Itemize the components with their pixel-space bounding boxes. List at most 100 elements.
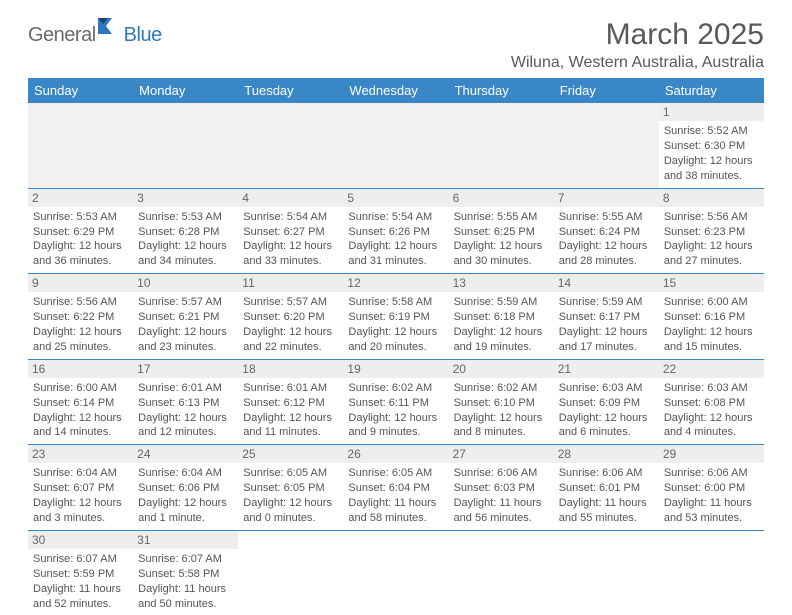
daylight-text: Daylight: 11 hours — [454, 496, 549, 511]
day-details: Sunrise: 6:03 AMSunset: 6:08 PMDaylight:… — [664, 381, 759, 440]
day-number: 25 — [238, 445, 343, 463]
header: General Blue March 2025 Wiluna, Western … — [28, 18, 764, 72]
sunrise-text: Sunrise: 5:52 AM — [664, 124, 759, 139]
sunrise-text: Sunrise: 5:58 AM — [348, 295, 443, 310]
day-details: Sunrise: 6:02 AMSunset: 6:11 PMDaylight:… — [348, 381, 443, 440]
sunrise-text: Sunrise: 6:03 AM — [559, 381, 654, 396]
sunset-text: Sunset: 6:17 PM — [559, 310, 654, 325]
week-row: 1Sunrise: 5:52 AMSunset: 6:30 PMDaylight… — [28, 103, 764, 189]
day-details: Sunrise: 6:06 AMSunset: 6:00 PMDaylight:… — [664, 466, 759, 525]
daylight-text: and 17 minutes. — [559, 340, 654, 355]
day-details: Sunrise: 5:59 AMSunset: 6:18 PMDaylight:… — [454, 295, 549, 354]
sunrise-text: Sunrise: 6:03 AM — [664, 381, 759, 396]
empty-cell — [449, 531, 554, 615]
sunrise-text: Sunrise: 5:59 AM — [559, 295, 654, 310]
daylight-text: Daylight: 11 hours — [33, 582, 128, 597]
dow-sunday: Sunday — [28, 78, 133, 103]
day-cell: 7Sunrise: 5:55 AMSunset: 6:24 PMDaylight… — [554, 189, 659, 274]
sunset-text: Sunset: 6:18 PM — [454, 310, 549, 325]
dow-thursday: Thursday — [449, 78, 554, 103]
daylight-text: Daylight: 12 hours — [664, 239, 759, 254]
calendar-grid: Sunday Monday Tuesday Wednesday Thursday… — [28, 78, 764, 615]
day-cell: 29Sunrise: 6:06 AMSunset: 6:00 PMDayligh… — [659, 445, 764, 530]
sunrise-text: Sunrise: 6:04 AM — [138, 466, 233, 481]
sunrise-text: Sunrise: 6:00 AM — [664, 295, 759, 310]
day-cell: 16Sunrise: 6:00 AMSunset: 6:14 PMDayligh… — [28, 360, 133, 445]
empty-cell — [238, 103, 343, 188]
sunset-text: Sunset: 6:19 PM — [348, 310, 443, 325]
sunrise-text: Sunrise: 5:57 AM — [243, 295, 338, 310]
daylight-text: and 34 minutes. — [138, 254, 233, 269]
day-details: Sunrise: 6:07 AMSunset: 5:58 PMDaylight:… — [138, 552, 233, 611]
sunrise-text: Sunrise: 6:05 AM — [243, 466, 338, 481]
daylight-text: Daylight: 12 hours — [243, 411, 338, 426]
day-details: Sunrise: 5:58 AMSunset: 6:19 PMDaylight:… — [348, 295, 443, 354]
day-cell: 25 Sunrise: 6:05 AMSunset: 6:05 PMDayligh… — [238, 445, 343, 530]
daylight-text: and 53 minutes. — [664, 511, 759, 526]
daylight-text: Daylight: 12 hours — [138, 496, 233, 511]
day-cell: 31Sunrise: 6:07 AMSunset: 5:58 PMDayligh… — [133, 531, 238, 615]
dow-tuesday: Tuesday — [238, 78, 343, 103]
daylight-text: and 6 minutes. — [559, 425, 654, 440]
daylight-text: and 1 minute. — [138, 511, 233, 526]
day-number: 4 — [238, 189, 343, 207]
month-title: March 2025 — [511, 18, 764, 52]
empty-cell — [343, 531, 448, 615]
sunrise-text: Sunrise: 6:01 AM — [138, 381, 233, 396]
sunset-text: Sunset: 6:08 PM — [664, 396, 759, 411]
daylight-text: Daylight: 12 hours — [559, 325, 654, 340]
daylight-text: Daylight: 12 hours — [33, 496, 128, 511]
day-cell: 28Sunrise: 6:06 AMSunset: 6:01 PMDayligh… — [554, 445, 659, 530]
week-row: 16Sunrise: 6:00 AMSunset: 6:14 PMDayligh… — [28, 360, 764, 446]
day-details: Sunrise: 6:00 AMSunset: 6:16 PMDaylight:… — [664, 295, 759, 354]
day-details: Sunrise: 6:04 AMSunset: 6:07 PMDaylight:… — [33, 466, 128, 525]
day-number: 17 — [133, 360, 238, 378]
day-number: 12 — [343, 274, 448, 292]
daylight-text: and 14 minutes. — [33, 425, 128, 440]
location-subtitle: Wiluna, Western Australia, Australia — [511, 54, 764, 72]
daylight-text: and 52 minutes. — [33, 597, 128, 612]
day-details: Sunrise: 6:05 AMSunset: 6:05 PMDaylight:… — [243, 466, 338, 525]
logo: General Blue — [28, 18, 162, 47]
day-details: Sunrise: 5:54 AMSunset: 6:27 PMDaylight:… — [243, 210, 338, 269]
daylight-text: and 25 minutes. — [33, 340, 128, 355]
daylight-text: and 9 minutes. — [348, 425, 443, 440]
sunset-text: Sunset: 6:30 PM — [664, 139, 759, 154]
daylight-text: Daylight: 12 hours — [138, 325, 233, 340]
day-cell: 21Sunrise: 6:03 AMSunset: 6:09 PMDayligh… — [554, 360, 659, 445]
day-number: 23 — [28, 445, 133, 463]
day-details: Sunrise: 6:03 AMSunset: 6:09 PMDaylight:… — [559, 381, 654, 440]
day-details: Sunrise: 6:05 AMSunset: 6:04 PMDaylight:… — [348, 466, 443, 525]
day-number: 13 — [449, 274, 554, 292]
sunset-text: Sunset: 6:23 PM — [664, 225, 759, 240]
day-number: 10 — [133, 274, 238, 292]
day-details: Sunrise: 6:00 AMSunset: 6:14 PMDaylight:… — [33, 381, 128, 440]
daylight-text: and 28 minutes. — [559, 254, 654, 269]
empty-cell — [449, 103, 554, 188]
sunset-text: Sunset: 6:28 PM — [138, 225, 233, 240]
daylight-text: and 8 minutes. — [454, 425, 549, 440]
day-cell: 23 Sunrise: 6:04 AMSunset: 6:07 PMDayligh… — [28, 445, 133, 530]
daylight-text: Daylight: 12 hours — [454, 239, 549, 254]
empty-cell — [554, 531, 659, 615]
logo-text-blue: Blue — [124, 24, 162, 47]
daylight-text: and 30 minutes. — [454, 254, 549, 269]
daylight-text: Daylight: 11 hours — [138, 582, 233, 597]
day-cell: 20Sunrise: 6:02 AMSunset: 6:10 PMDayligh… — [449, 360, 554, 445]
dow-saturday: Saturday — [659, 78, 764, 103]
daylight-text: Daylight: 12 hours — [664, 154, 759, 169]
sunset-text: Sunset: 6:06 PM — [138, 481, 233, 496]
empty-cell — [343, 103, 448, 188]
day-cell: 13 Sunrise: 5:59 AMSunset: 6:18 PMDayligh… — [449, 274, 554, 359]
title-block: March 2025 Wiluna, Western Australia, Au… — [511, 18, 764, 72]
day-number: 26 — [343, 445, 448, 463]
sunset-text: Sunset: 6:12 PM — [243, 396, 338, 411]
day-details: Sunrise: 6:04 AMSunset: 6:06 PMDaylight:… — [138, 466, 233, 525]
sunrise-text: Sunrise: 5:56 AM — [664, 210, 759, 225]
day-number: 5 — [343, 189, 448, 207]
sunset-text: Sunset: 6:07 PM — [33, 481, 128, 496]
empty-cell — [28, 103, 133, 188]
sunset-text: Sunset: 6:25 PM — [454, 225, 549, 240]
empty-cell — [133, 103, 238, 188]
day-cell: 18Sunrise: 6:01 AMSunset: 6:12 PMDayligh… — [238, 360, 343, 445]
